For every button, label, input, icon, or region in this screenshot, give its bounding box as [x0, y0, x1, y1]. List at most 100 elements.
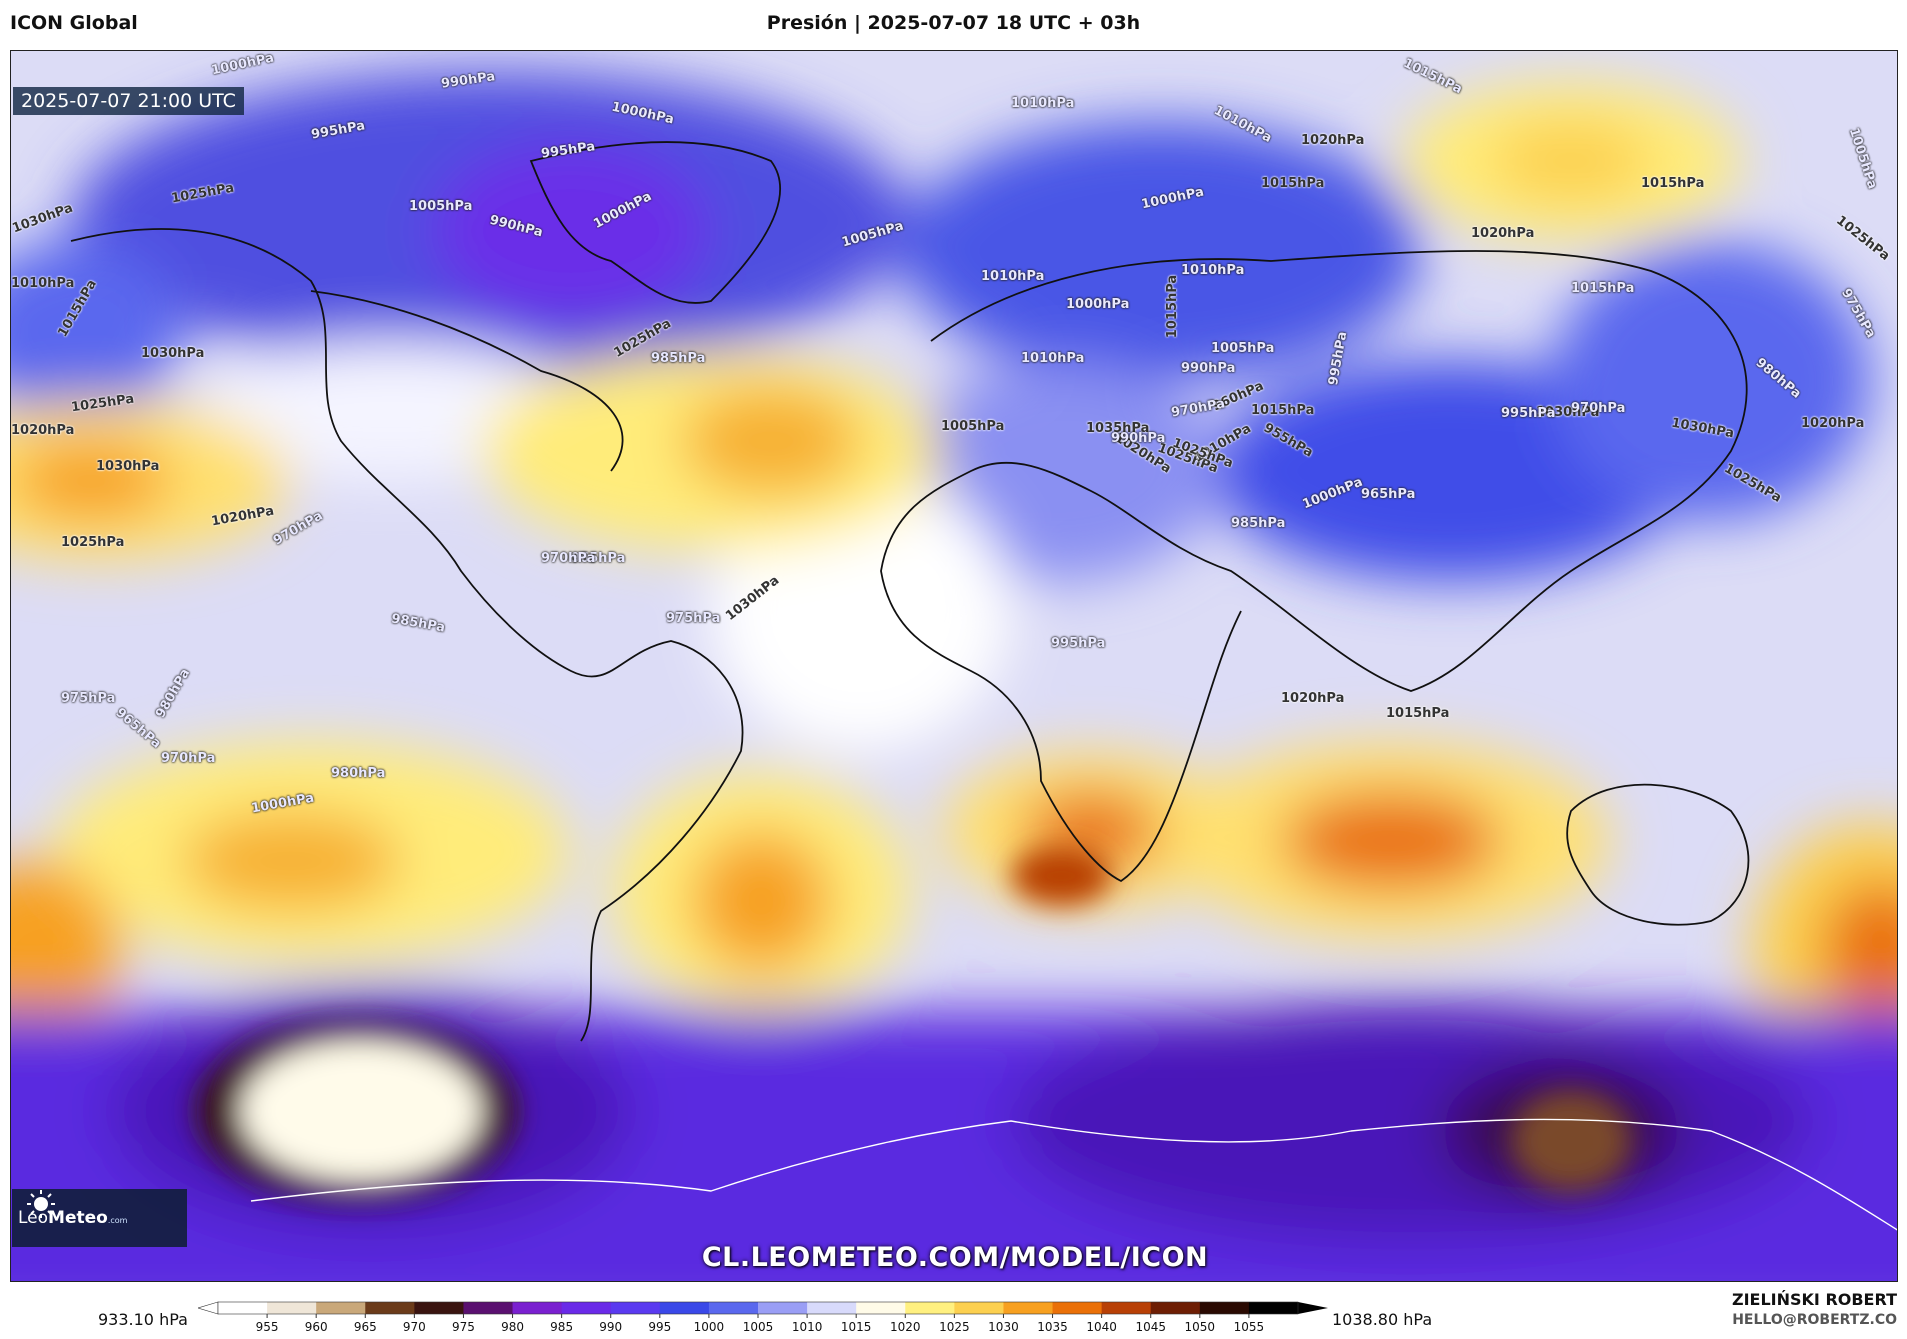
colorbar-segment: [561, 1302, 612, 1314]
isobar-label: 1010hPa: [1181, 263, 1245, 278]
isobar-label: 1005hPa: [941, 419, 1005, 434]
colorbar-segment: [807, 1302, 857, 1314]
pressure-colorbar: 955 960 965 970 975 980 985 990 995 1000 1005 1010 1…: [198, 1301, 1328, 1334]
isobar-label: 965hPa: [571, 551, 626, 566]
isobar-label: 995hPa: [1501, 406, 1556, 421]
leometeo-logo[interactable]: LeoMeteo.com: [12, 1189, 187, 1247]
isobar-label: 1005hPa: [409, 199, 473, 214]
colorbar-tick-label: 960: [305, 1320, 328, 1334]
colorbar-tick-label: 955: [256, 1320, 279, 1334]
colorbar-tick-label: 965: [354, 1320, 377, 1334]
colorbar-tick-label: 990: [599, 1320, 622, 1334]
colorbar-tick-label: 975: [452, 1320, 475, 1334]
colorbar-segment: [1199, 1302, 1250, 1314]
isobar-label: 980hPa: [331, 766, 386, 781]
colorbar-tick-label: 1050: [1185, 1320, 1216, 1334]
eurasia-africa-coast: [880, 250, 1748, 883]
colorbar-tick-label: 1025: [939, 1320, 970, 1334]
isobar-label: 985hPa: [651, 351, 706, 366]
pressure-field: [11, 51, 1897, 1281]
valid-time-badge: 2025-07-07 21:00 UTC: [13, 87, 244, 115]
isobar-label: 1000hPa: [1066, 297, 1130, 312]
colorbar-segment: [1052, 1302, 1103, 1314]
isobar-label: 990hPa: [1181, 361, 1236, 376]
isobar-label: 1020hPa: [1281, 691, 1345, 706]
colorbar-segment: [267, 1302, 317, 1314]
model-name: ICON Global: [10, 12, 138, 34]
australia-coast: [1566, 783, 1750, 926]
isobar-label: 990hPa: [1111, 431, 1166, 446]
colorbar-tick-label: 1035: [1037, 1320, 1068, 1334]
colorbar-segment: [905, 1302, 955, 1314]
isobar-label: 1015hPa: [1571, 281, 1635, 296]
isobar-label: 1015hPa: [1386, 706, 1450, 721]
colorbar-tick-label: 985: [550, 1320, 573, 1334]
colorbar-segment: [218, 1302, 268, 1314]
greenland-coast: [529, 141, 782, 304]
isobar-label: 965hPa: [1361, 487, 1416, 502]
colorbar-tick-label: 1040: [1086, 1320, 1117, 1334]
colorbar-segment: [856, 1302, 906, 1314]
colorbar-segment: [1248, 1302, 1299, 1314]
isobar-label: 1015hPa: [1641, 176, 1705, 191]
isobar-label: 1025hPa: [61, 535, 125, 550]
author-email: HELLO@ROBERTZ.CO: [1732, 1312, 1897, 1328]
colorbar-tick-label: 1005: [743, 1320, 774, 1334]
isobar-label: 975hPa: [61, 691, 116, 706]
americas-coast: [70, 228, 744, 1042]
colorbar-tick-label: 1045: [1135, 1320, 1166, 1334]
isobar-label: 1005hPa: [1211, 341, 1275, 356]
chart-title: Presión | 2025-07-07 18 UTC + 03h: [766, 12, 1141, 34]
colorbar-min-arrow: [198, 1301, 219, 1315]
isobar-label: 1020hPa: [11, 423, 75, 438]
isobar-label: 1020hPa: [1471, 226, 1535, 241]
colorbar-tick-label: 1055: [1234, 1320, 1265, 1334]
isobar-label: 1010hPa: [981, 269, 1045, 284]
isobar-label: 1010hPa: [1021, 351, 1085, 366]
isobar-label: 1030hPa: [1536, 405, 1600, 420]
colorbar-tick-label: 980: [501, 1320, 524, 1334]
isobar-label: 975hPa: [666, 611, 721, 626]
isobar-label: 970hPa: [161, 751, 216, 766]
colorbar-segment: [1101, 1302, 1152, 1314]
colorbar-tick-label: 1015: [841, 1320, 872, 1334]
isobar-label: 995hPa: [1051, 636, 1106, 651]
pressure-map[interactable]: 2025-07-07 21:00 UTC 1000hPa 990hPa 995hPa…: [10, 50, 1898, 1282]
legend-min-value: 933.10 hPa: [98, 1310, 188, 1329]
antarctica-coast: [250, 1118, 1897, 1231]
colorbar-segment: [708, 1302, 759, 1314]
colorbar-segment: [316, 1302, 366, 1314]
colorbar-segment: [463, 1302, 514, 1314]
colorbar-segment: [414, 1302, 464, 1314]
isobar-label: 1020hPa: [1301, 133, 1365, 148]
colorbar-tick-label: 1030: [988, 1320, 1019, 1334]
isobar-label: 985hPa: [1231, 516, 1286, 531]
isobar-label: 1035hPa: [1086, 421, 1150, 436]
colorbar-tick-label: 1020: [890, 1320, 921, 1334]
legend-max-value: 1038.80 hPa: [1332, 1310, 1433, 1329]
colorbar-segment: [610, 1302, 661, 1314]
isobar-label: 1015hPa: [1165, 274, 1181, 339]
author-credit: ZIELIŃSKI ROBERT HELLO@ROBERTZ.CO: [1732, 1290, 1897, 1328]
author-name: ZIELIŃSKI ROBERT: [1731, 1290, 1897, 1309]
colorbar-max-arrow: [1298, 1302, 1328, 1314]
logo-text: LeoMeteo.com: [18, 1208, 128, 1228]
colorbar-segment: [1150, 1302, 1201, 1314]
website-url: CL.LEOMETEO.COM/MODEL/ICON: [701, 1242, 1209, 1273]
isobar-label: 970hPa: [541, 551, 596, 566]
colorbar-segment: [954, 1302, 1004, 1314]
isobar-label: 1010hPa: [1011, 96, 1075, 111]
colorbar-segment: [659, 1302, 710, 1314]
isobar-label: 1020hPa: [1801, 416, 1865, 431]
colorbar-segment: [1003, 1302, 1054, 1314]
sun-logo-icon: [27, 1190, 55, 1218]
colorbar-tick-label: 970: [403, 1320, 426, 1334]
colorbar-segment: [365, 1302, 415, 1314]
colorbar-tick-label: 1010: [792, 1320, 823, 1334]
isobar-label: 1015hPa: [1261, 176, 1325, 191]
isobar-label: 1015hPa: [1251, 403, 1315, 418]
colorbar-segment: [758, 1302, 808, 1314]
colorbar-tick-label: 995: [648, 1320, 671, 1334]
colorbar-segment: [512, 1302, 563, 1314]
isobar-label: 1030hPa: [141, 346, 205, 361]
